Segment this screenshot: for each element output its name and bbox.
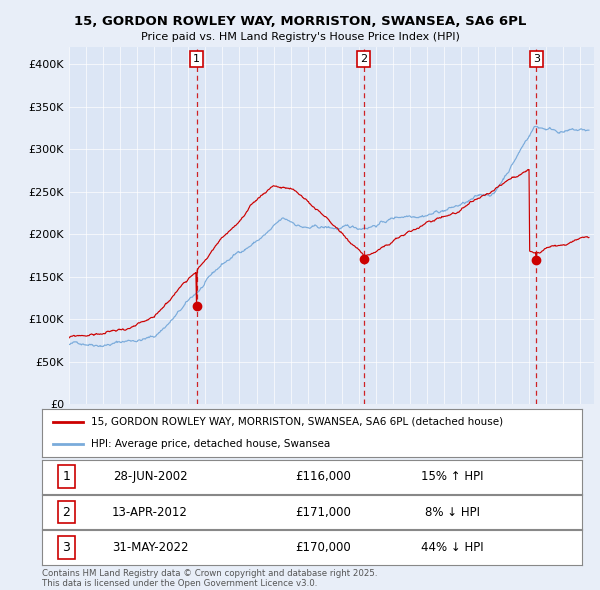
Text: Contains HM Land Registry data © Crown copyright and database right 2025.
This d: Contains HM Land Registry data © Crown c… [42,569,377,588]
Text: 1: 1 [62,470,70,483]
Text: 13-APR-2012: 13-APR-2012 [112,506,188,519]
Text: £116,000: £116,000 [295,470,351,483]
Text: 8% ↓ HPI: 8% ↓ HPI [425,506,480,519]
Text: 3: 3 [533,54,540,64]
Text: 15, GORDON ROWLEY WAY, MORRISTON, SWANSEA, SA6 6PL (detached house): 15, GORDON ROWLEY WAY, MORRISTON, SWANSE… [91,417,503,427]
Text: 44% ↓ HPI: 44% ↓ HPI [421,541,484,554]
Text: 31-MAY-2022: 31-MAY-2022 [112,541,188,554]
Text: 28-JUN-2002: 28-JUN-2002 [113,470,187,483]
Text: 2: 2 [62,506,70,519]
Text: 15, GORDON ROWLEY WAY, MORRISTON, SWANSEA, SA6 6PL: 15, GORDON ROWLEY WAY, MORRISTON, SWANSE… [74,15,526,28]
Text: 1: 1 [193,54,200,64]
Text: £170,000: £170,000 [295,541,350,554]
Text: HPI: Average price, detached house, Swansea: HPI: Average price, detached house, Swan… [91,439,330,449]
Text: 2: 2 [360,54,367,64]
Text: 3: 3 [62,541,70,554]
Text: 15% ↑ HPI: 15% ↑ HPI [421,470,484,483]
Text: £171,000: £171,000 [295,506,351,519]
Text: Price paid vs. HM Land Registry's House Price Index (HPI): Price paid vs. HM Land Registry's House … [140,32,460,42]
